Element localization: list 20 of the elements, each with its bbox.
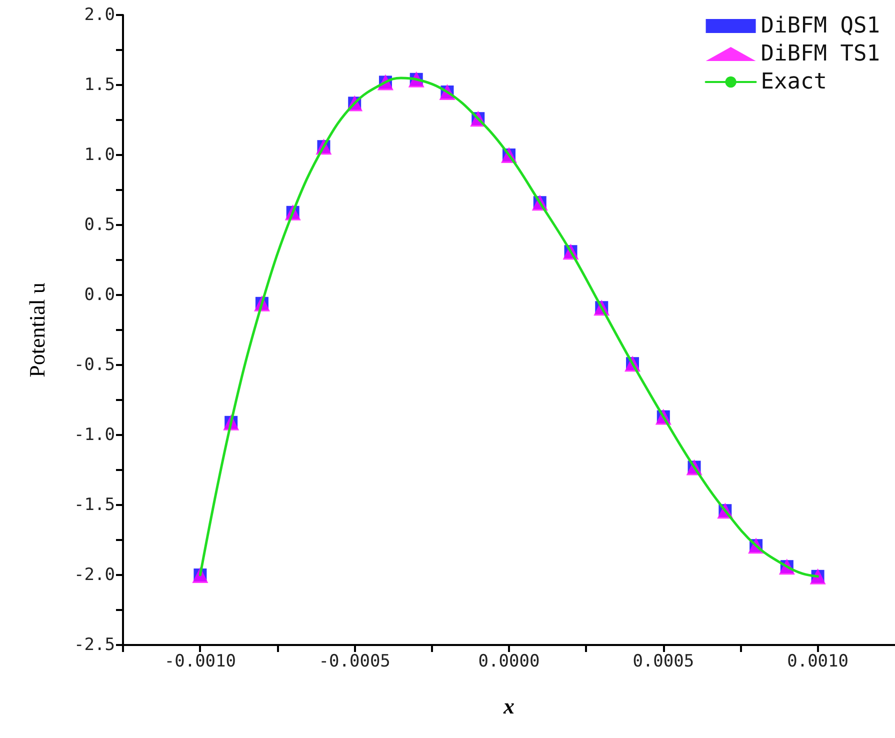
x-tick-label: -0.0010: [164, 652, 236, 672]
y-tick-label: 1.5: [84, 75, 115, 95]
y-tick-label: 0.5: [84, 215, 115, 235]
legend-label: DiBFM QS1: [760, 14, 880, 38]
x-tick-label: 0.0000: [478, 652, 540, 672]
y-tick-label: 2.0: [84, 5, 115, 25]
legend-label: Exact: [760, 70, 828, 94]
x-axis-title: x: [502, 694, 514, 718]
y-tick-label: -0.5: [74, 355, 115, 375]
y-axis-title: Potential u: [24, 282, 50, 378]
x-tick-label: 0.0005: [632, 652, 694, 672]
y-tick-label: -1.0: [74, 425, 115, 445]
y-tick-label: -2.5: [74, 635, 115, 655]
y-tick-label: 0.0: [84, 285, 115, 305]
x-tick-label: 0.0010: [787, 652, 849, 672]
y-tick-label: 1.0: [84, 145, 115, 165]
y-tick-label: -1.5: [74, 495, 115, 515]
x-tick-label: -0.0005: [318, 652, 390, 672]
y-tick-label: -2.0: [74, 565, 115, 585]
legend-label: DiBFM TS1: [760, 42, 880, 66]
